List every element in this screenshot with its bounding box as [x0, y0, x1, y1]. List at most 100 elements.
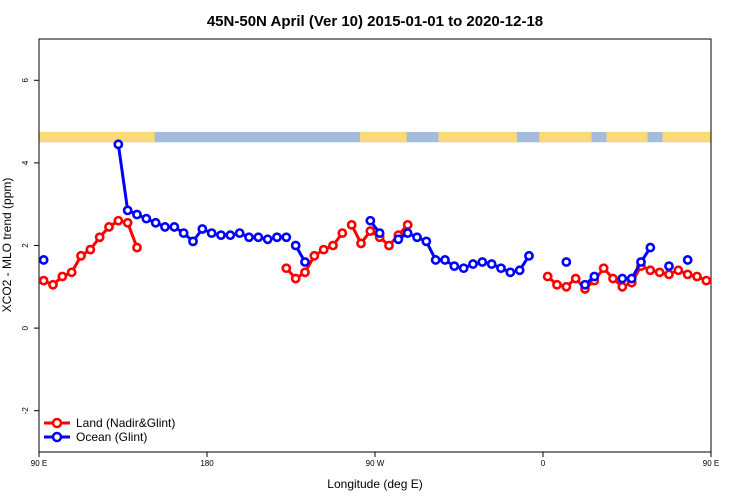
land-series-point [48, 279, 58, 290]
x-tick-label: 90 W [366, 459, 385, 468]
y-tick-label: 6 [21, 78, 30, 83]
land-series-point [617, 281, 628, 292]
ocean-series-point [169, 222, 180, 232]
ocean-series-point [486, 259, 497, 269]
land-series-point [542, 271, 553, 282]
land-series-point [281, 263, 292, 274]
ocean-series-point [664, 261, 674, 272]
ocean-series-point [477, 257, 488, 267]
land-series-point [561, 281, 572, 292]
ocean-series-point [300, 257, 310, 267]
land-series-point [645, 265, 656, 276]
land-band-block [438, 131, 517, 143]
land-band-block [733, 132, 750, 142]
chart-title: 45N-50N April (Ver 10) 2015-01-01 to 202… [207, 13, 543, 30]
land-band-block [39, 131, 155, 143]
ocean-series-point [580, 279, 590, 290]
ocean-series-point [253, 232, 264, 243]
ocean-series-point [178, 228, 189, 239]
land-series-point [721, 273, 728, 280]
land-series-point [598, 263, 609, 274]
land-series-point [731, 269, 738, 276]
land-series-point [608, 273, 618, 284]
land-series-point [384, 240, 394, 251]
land-series-point [76, 250, 86, 261]
land-series-point [740, 252, 747, 259]
land-series-point [318, 244, 329, 255]
land-series-point [132, 242, 142, 253]
land-series-point [365, 226, 376, 236]
legend-land-label: Land (Nadir&Glint) [76, 416, 175, 430]
land-series-point [328, 240, 338, 251]
land-series-point [570, 273, 581, 284]
ocean-series-point [645, 242, 656, 253]
land-series-point [39, 275, 49, 286]
ocean-series-point [682, 255, 693, 265]
land-series-point [113, 215, 124, 226]
y-axis-label: XCO2 - MLO trend (ppm) [0, 178, 14, 313]
ocean-series-point [514, 265, 525, 276]
land-band-block [662, 131, 711, 143]
ocean-series-point [412, 232, 422, 243]
land-band-block [360, 131, 407, 143]
land-sea-band [39, 131, 750, 143]
land-series-point [66, 267, 77, 278]
land-series-point [300, 267, 310, 278]
ocean-series-point [496, 263, 506, 274]
land-series-point [57, 271, 68, 282]
land-series-point [701, 275, 711, 286]
ocean-series-point [468, 259, 478, 269]
legend: Land (Nadir&Glint) Ocean (Glint) [44, 416, 175, 444]
y-tick-label: -2 [21, 407, 30, 415]
land-series-point [104, 222, 114, 232]
ocean-series-point [440, 255, 450, 265]
legend-ocean-marker [51, 431, 63, 443]
ocean-series-point [122, 205, 133, 216]
y-tick-label: 2 [21, 243, 30, 248]
ocean-series-point [365, 215, 376, 226]
land-series-point [337, 228, 348, 239]
x-tick-label: 90 E [31, 459, 47, 468]
legend-land-marker [51, 417, 63, 429]
ocean-series-point [402, 228, 413, 239]
ocean-series-point [197, 224, 208, 234]
ocean-series-point [272, 232, 282, 243]
land-series-point [692, 271, 702, 282]
land-series-point [552, 279, 562, 290]
ocean-series-point [225, 230, 236, 241]
land-series-point [94, 232, 105, 243]
ocean-series-point [449, 261, 460, 272]
y-tick-label: 0 [21, 325, 30, 330]
ocean-series-point [290, 240, 301, 251]
ocean-series-point [393, 234, 404, 245]
land-series-point [309, 250, 320, 261]
land-series-point [682, 269, 693, 280]
ocean-series-point [505, 267, 516, 278]
ocean-series-point [626, 273, 637, 284]
ocean-series-point [617, 273, 628, 284]
land-band-block [539, 131, 592, 143]
land-series-point [346, 219, 357, 230]
x-tick-label: 90 E [703, 459, 719, 468]
x-tick-label: 0 [541, 459, 546, 468]
legend-ocean-label: Ocean (Glint) [76, 430, 147, 444]
ocean-series-point [188, 236, 198, 247]
series-group [39, 139, 747, 294]
ocean-series-point [132, 209, 142, 220]
ocean-series-point [524, 250, 534, 261]
y-tick-label: 4 [21, 160, 30, 165]
ocean-series-point [141, 213, 152, 224]
land-series-point [122, 217, 133, 228]
ocean-series-point [244, 232, 254, 243]
land-series-point [402, 219, 413, 230]
ocean-series-point [206, 228, 217, 239]
ocean-series-point [216, 230, 226, 241]
ocean-series-point [636, 257, 646, 267]
ocean-series-point [430, 255, 441, 265]
ocean-series-point [234, 228, 245, 239]
land-series-point [673, 265, 684, 276]
ocean-series-point [113, 139, 124, 150]
plot-area: -2 0 2 4 6 90 E 180 90 W 0 90 E [21, 38, 750, 468]
ocean-series-point [281, 232, 292, 243]
